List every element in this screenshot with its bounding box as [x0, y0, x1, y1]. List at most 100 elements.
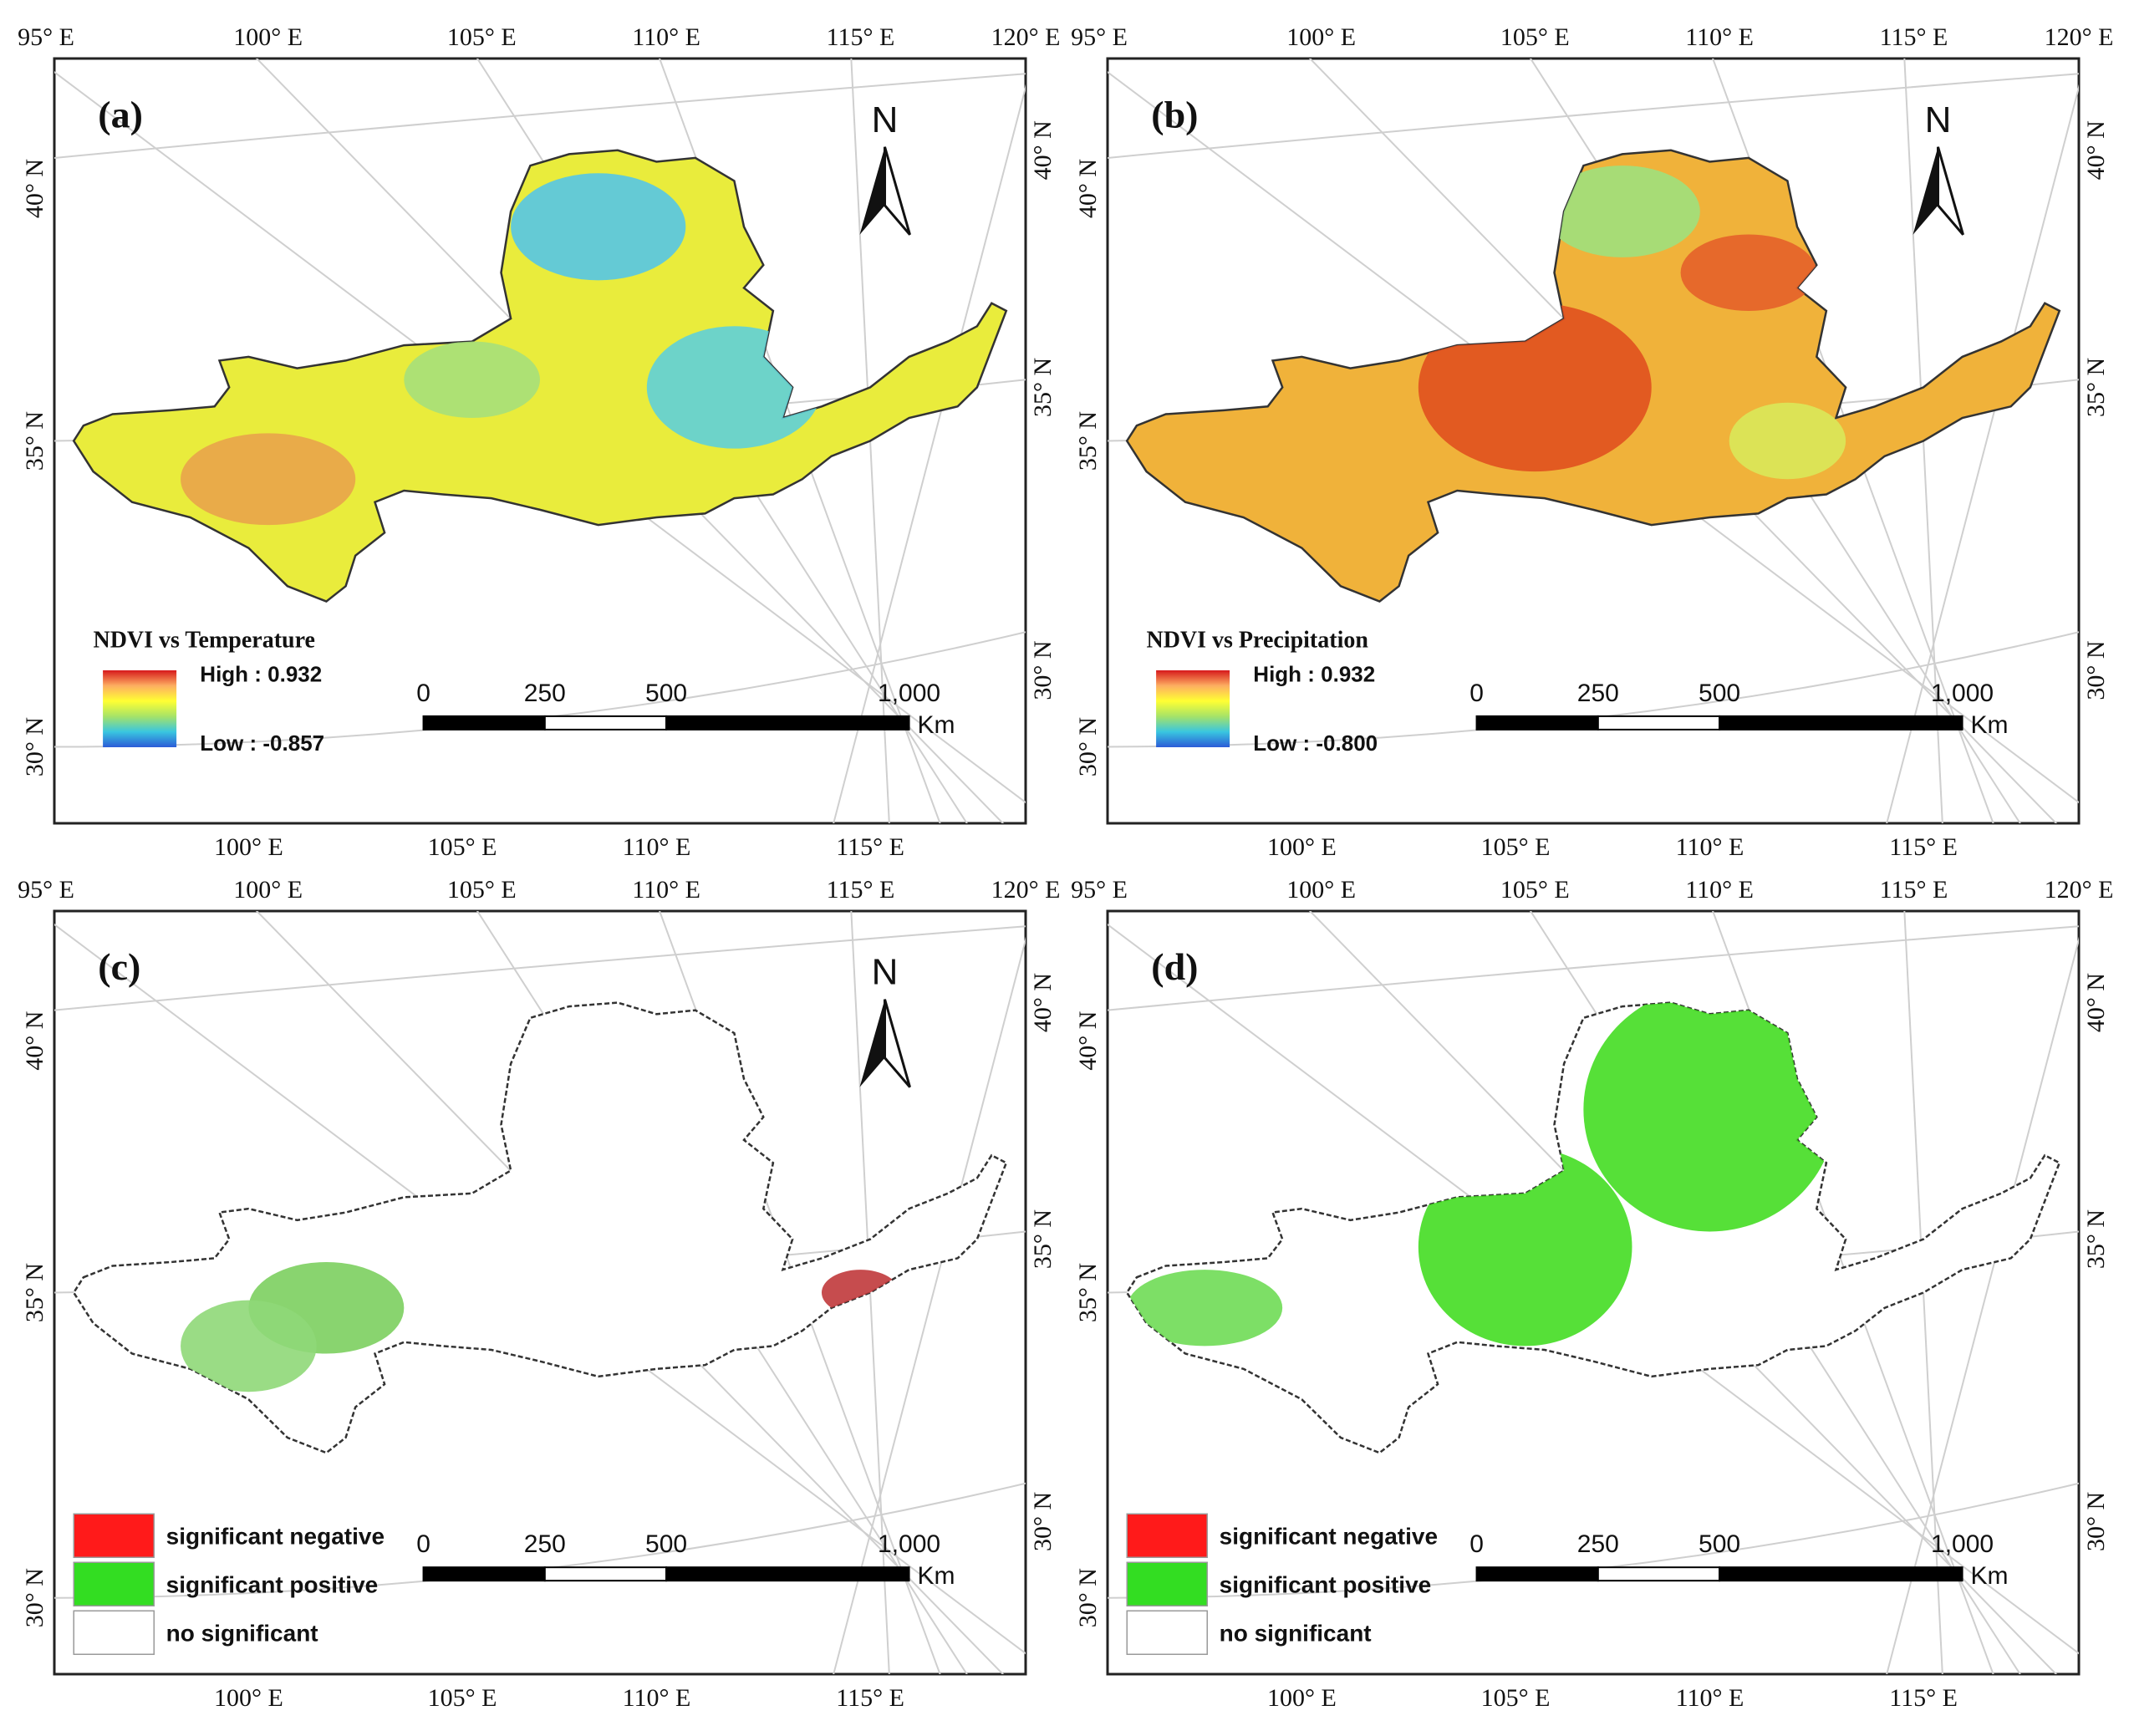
scale-segment: [665, 715, 910, 731]
north-label: N: [872, 99, 899, 140]
longitude-label-top: 120° E: [991, 23, 1061, 51]
scale-tick: 250: [1577, 680, 1619, 707]
longitude-label-top: 110° E: [632, 23, 700, 51]
north-arrow-right: [1937, 146, 1964, 236]
legend-low: Low : -0.857: [200, 731, 324, 756]
legend-item-label: no significant: [166, 1620, 318, 1646]
latitude-label-left: 40° N: [21, 1011, 48, 1071]
latitude-label-left: 30° N: [1074, 717, 1102, 776]
longitude-label-bottom: 100° E: [214, 1684, 283, 1712]
panel-label: (b): [1151, 93, 1198, 135]
latitude-label-left: 35° N: [1074, 411, 1102, 471]
legend-swatch: [1126, 1561, 1208, 1607]
latitude-label-left: 35° N: [21, 1263, 48, 1322]
scale-segment: [543, 715, 668, 731]
basin-patch: [1680, 234, 1817, 311]
longitude-label-top: 100° E: [1286, 876, 1356, 904]
legend-item-label: no significant: [1220, 1620, 1372, 1646]
longitude-label-bottom: 105° E: [428, 833, 497, 861]
scale-tick: 0: [1469, 1530, 1484, 1558]
north-label: N: [1925, 99, 1952, 140]
map-area: [1108, 59, 2079, 823]
map-area: [54, 911, 1026, 1674]
legend-title: NDVI vs Precipitation: [1146, 628, 1368, 654]
scale-tick: 250: [1577, 1530, 1619, 1558]
longitude-label-top: 100° E: [1286, 23, 1356, 51]
scale-segment: [1719, 715, 1963, 731]
latitude-label-left: 35° N: [1074, 1263, 1102, 1322]
legend-low: Low : -0.800: [1253, 731, 1378, 756]
basin-patch: [1583, 1002, 1836, 1232]
longitude-label-bottom: 110° E: [1676, 1684, 1744, 1712]
scale-tick: 1,000: [878, 1530, 940, 1558]
map-panel-a: (a) N NDVI vs Temperature High : 0.932 Low :…: [18, 23, 1061, 861]
scale-tick: 0: [416, 680, 430, 707]
latitude-label-left: 30° N: [1074, 1568, 1102, 1627]
longitude-label-top: 115° E: [827, 23, 895, 51]
legend-title: NDVI vs Temperature: [93, 628, 314, 654]
scale-segment: [1475, 1566, 1599, 1582]
legend-item-label: significant positive: [1220, 1571, 1432, 1597]
scale-tick: 1,000: [1931, 680, 1994, 707]
map-panel-b: (b) N NDVI vs Precipitation High : 0.932 Low…: [1071, 23, 2114, 861]
scale-bar: 0 250 500 1,000 Km: [416, 1530, 955, 1590]
legend-swatch: [1126, 1513, 1208, 1559]
longitude-label-top: 105° E: [447, 876, 517, 904]
basin-patch: [181, 433, 356, 526]
scale-tick: 500: [1699, 1530, 1740, 1558]
longitude-label-top: 95° E: [18, 876, 74, 904]
latitude-label-right: 40° N: [2082, 120, 2110, 180]
longitude-label-top: 100° E: [233, 876, 303, 904]
panel-label: (a): [98, 93, 143, 135]
longitude-label-top: 100° E: [233, 23, 303, 51]
basin-patch: [1729, 402, 1846, 480]
longitude-label-top: 110° E: [632, 876, 700, 904]
longitude-label-bottom: 100° E: [214, 833, 283, 861]
longitude-label-bottom: 115° E: [1889, 1684, 1958, 1712]
panel-label: (c): [98, 945, 140, 988]
map-area: [54, 59, 1026, 823]
parallel-line: [54, 925, 1026, 1011]
legend-swatch: [1126, 1610, 1208, 1656]
scale-segment: [543, 1566, 668, 1582]
north-arrow-icon: N: [1913, 99, 1964, 236]
latitude-label-left: 35° N: [21, 411, 48, 471]
longitude-label-top: 95° E: [1071, 23, 1128, 51]
longitude-label-bottom: 105° E: [1481, 1684, 1551, 1712]
basin-patches: [1127, 1002, 1836, 1347]
latitude-label-right: 40° N: [1029, 973, 1057, 1032]
latitude-label-right: 30° N: [1029, 1492, 1057, 1551]
latitude-label-left: 40° N: [1074, 1011, 1102, 1071]
basin-patch: [511, 173, 686, 281]
meridian-line: [833, 936, 1026, 1674]
latitude-label-left: 30° N: [21, 1568, 48, 1627]
scale-unit: Km: [1971, 711, 2009, 739]
legend-swatch: [73, 1610, 155, 1656]
scale-tick: 0: [416, 1530, 430, 1558]
latitude-label-right: 30° N: [1029, 640, 1057, 700]
scale-tick: 0: [1469, 680, 1484, 707]
legend-high: High : 0.932: [200, 662, 322, 687]
longitude-label-top: 120° E: [2045, 23, 2114, 51]
scale-segment: [665, 1566, 910, 1582]
longitude-label-top: 105° E: [447, 23, 517, 51]
latitude-label-left: 40° N: [21, 159, 48, 218]
basin-patch: [404, 341, 540, 419]
basin-patches: [181, 1261, 899, 1392]
longitude-label-bottom: 100° E: [1267, 833, 1337, 861]
scale-tick: 500: [645, 680, 687, 707]
longitude-label-top: 115° E: [1880, 23, 1948, 51]
latitude-label-right: 35° N: [1029, 1209, 1057, 1269]
longitude-label-top: 115° E: [1880, 876, 1948, 904]
longitude-label-top: 110° E: [1685, 23, 1754, 51]
latitude-label-right: 30° N: [2082, 640, 2110, 700]
scale-unit: Km: [918, 711, 955, 739]
scale-unit: Km: [918, 1562, 955, 1590]
north-label: N: [872, 952, 899, 993]
longitude-label-bottom: 100° E: [1267, 1684, 1337, 1712]
longitude-label-bottom: 105° E: [428, 1684, 497, 1712]
north-arrow-left: [859, 999, 885, 1087]
scale-bar: 0 250 500 1,000 Km: [416, 680, 955, 739]
